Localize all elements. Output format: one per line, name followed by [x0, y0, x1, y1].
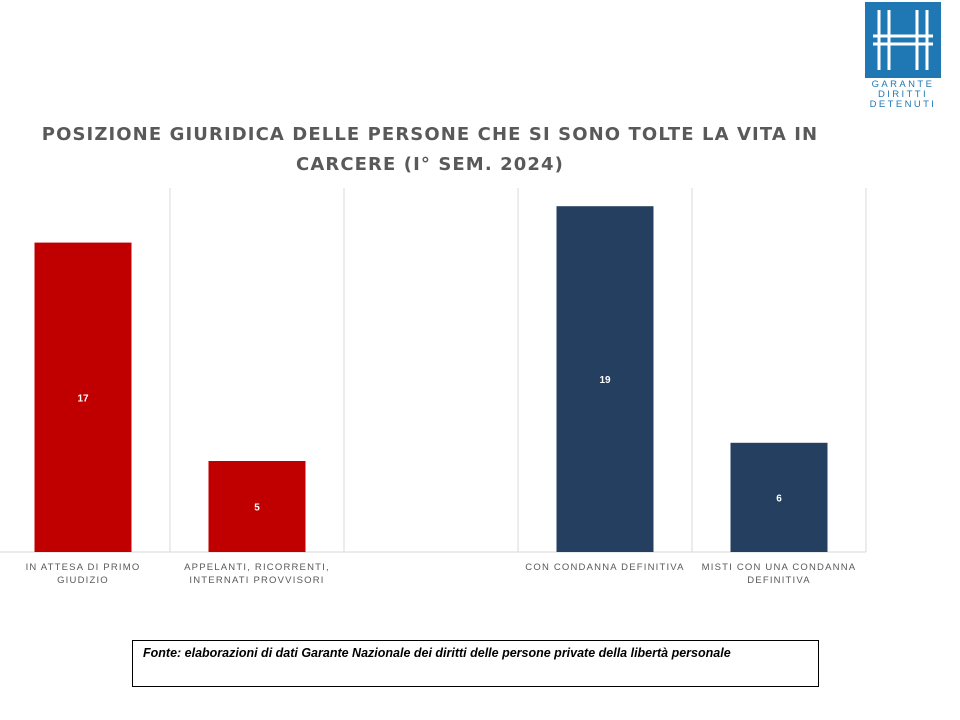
x-tick-label: DEFINITIVA [747, 575, 811, 586]
logo-text-line-2: DIRITTI [877, 89, 929, 100]
logo-mark [865, 2, 941, 78]
bar [730, 442, 828, 552]
data-label: 19 [599, 375, 611, 386]
bar [556, 206, 654, 552]
x-tick-label: APPELANTI, RICORRENTI, [184, 562, 330, 573]
data-label: 5 [254, 503, 260, 514]
x-tick-label: IN ATTESA DI PRIMO [26, 562, 141, 573]
x-tick-label: GIUDIZIO [57, 575, 109, 586]
x-tick-label: CON CONDANNA DEFINITIVA [525, 562, 684, 573]
logo-text-line-1: GARANTE [871, 79, 935, 90]
chart-title: POSIZIONE GIURIDICA DELLE PERSONE CHE SI… [41, 124, 819, 175]
data-label: 17 [77, 393, 89, 404]
x-tick-label: MISTI CON UNA CONDANNA [702, 562, 857, 573]
x-tick-label: INTERNATI PROVVISORI [189, 575, 324, 586]
bar [34, 242, 132, 552]
logo-text-line-3: DETENUTI [869, 99, 937, 110]
data-label: 6 [776, 493, 782, 504]
garante-logo: GARANTE DIRITTI DETENUTI [863, 2, 943, 110]
bar [208, 461, 306, 552]
source-note: Fonte: elaborazioni di dati Garante Nazi… [132, 640, 819, 687]
